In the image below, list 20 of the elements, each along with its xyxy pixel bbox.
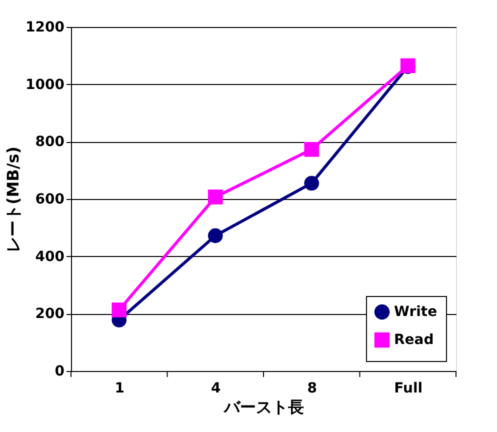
y-tick-label: 800 [35, 134, 65, 150]
y-tick-label: 1200 [26, 20, 65, 36]
y-tick-label: 200 [35, 306, 65, 322]
y-tick-label: 400 [35, 248, 65, 265]
x-axis-title: バースト長 [223, 398, 304, 416]
x-tick-label: 1 [114, 380, 124, 396]
x-tick-label: 4 [211, 380, 221, 396]
point [208, 228, 223, 244]
x-tick-label: 8 [307, 380, 317, 396]
point [304, 176, 320, 191]
y-tick-label: 0 [54, 364, 65, 380]
point [208, 190, 223, 204]
y-tick-label: 1000 [26, 76, 65, 93]
point [304, 142, 320, 157]
y-axis-title: レート(MB/s) [4, 146, 23, 253]
legend-label: Read [394, 332, 434, 348]
legend-label: Write [394, 304, 438, 320]
y-tick-label: 600 [35, 192, 65, 208]
point [112, 302, 127, 318]
x-tick-label: Full [394, 380, 423, 396]
